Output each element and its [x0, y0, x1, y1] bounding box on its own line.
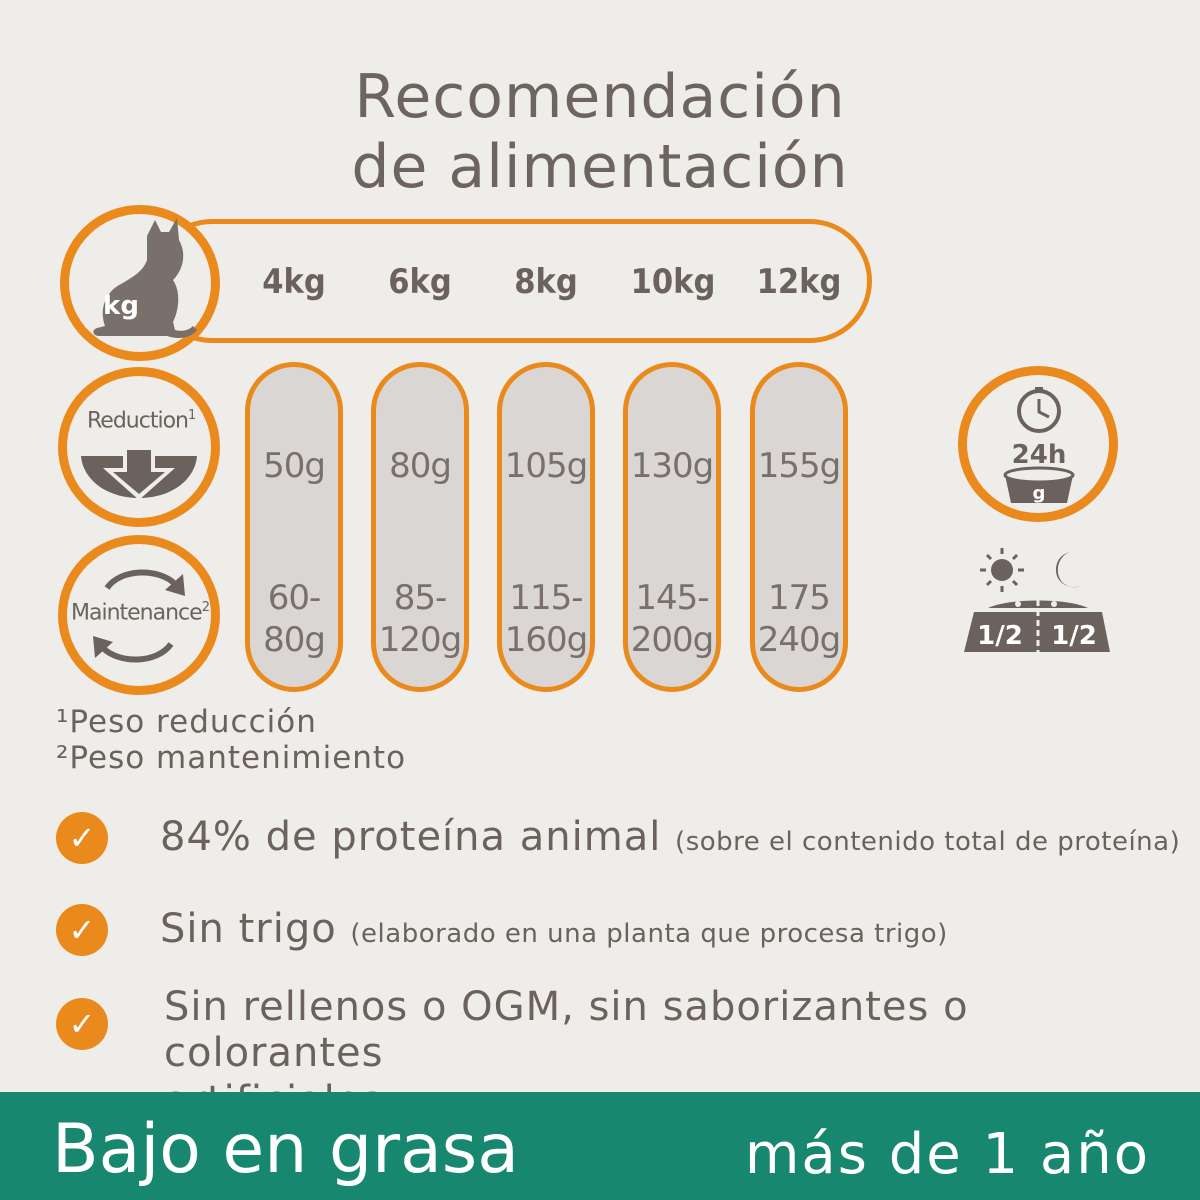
maintenance-value: 115- 160g — [502, 577, 590, 661]
reduction-value: 155g — [757, 446, 841, 486]
column-6kg: 80g 85- 120g — [371, 362, 469, 692]
maintenance-value-line1: 115- — [509, 578, 583, 618]
maintenance-value: 85- 120g — [376, 577, 464, 661]
reduction-sup: 1 — [187, 408, 196, 423]
page-title: Recomendación de alimentación — [0, 62, 1200, 202]
weight-4kg: 4kg — [262, 262, 326, 302]
maintenance-value-line1: 60- — [267, 578, 322, 618]
refresh-icon — [93, 569, 185, 663]
check-icon: ✓ — [56, 998, 108, 1050]
weight-12kg: 12kg — [756, 262, 842, 302]
title-line-1: Recomendación — [354, 62, 846, 132]
feature-main: 84% de proteína animal — [160, 814, 662, 860]
reduction-value: 105g — [504, 446, 588, 486]
bottom-banner — [0, 1092, 1200, 1200]
weight-6kg: 6kg — [388, 262, 452, 302]
bowl-label: g — [1033, 483, 1046, 504]
maintenance-sup: 2 — [201, 600, 210, 615]
column-10kg: 130g 145- 200g — [623, 362, 721, 692]
reduction-label: Reduction — [87, 408, 189, 434]
column-4kg: 50g 60- 80g — [245, 362, 343, 692]
column-8kg: 105g 115- 160g — [497, 362, 595, 692]
weight-10kg: 10kg — [630, 262, 716, 302]
daily-ration-badge: 24h g — [958, 366, 1118, 522]
weight-8kg: 8kg — [514, 262, 578, 302]
maintenance-value: 60- 80g — [250, 577, 338, 661]
kg-label: kg — [103, 291, 139, 321]
feature-sub: (sobre el contenido total de proteína) — [675, 827, 1181, 857]
footnote-maintenance: ²Peso mantenimiento — [56, 740, 407, 776]
banner-low-fat: Bajo en grasa — [52, 1110, 519, 1189]
maintenance-value: 175 240g — [755, 577, 843, 661]
maintenance-value-line1: 145- — [635, 578, 709, 618]
clock-bowl-icon: 24h g — [1003, 387, 1075, 504]
maintenance-value-line2: 240g — [757, 620, 841, 660]
down-arrow-icon — [81, 446, 197, 500]
banner-age: más de 1 año — [744, 1122, 1150, 1187]
check-icon: ✓ — [56, 904, 108, 956]
maintenance-value-line2: 200g — [630, 620, 714, 660]
feature-wheat: Sin trigo (elaborado en una planta que p… — [160, 906, 948, 952]
day-night-portions-icon: 1/2 1/2 — [964, 548, 1110, 652]
maintenance-value-line2: 160g — [504, 620, 588, 660]
column-12kg: 155g 175 240g — [750, 362, 848, 692]
reduction-value: 130g — [630, 446, 714, 486]
feature-main: Sin trigo — [160, 906, 337, 952]
reduction-value: 80g — [389, 446, 452, 486]
cat-icon: kg — [93, 218, 197, 338]
feature-sub: (elaborado en una planta que procesa tri… — [350, 919, 948, 949]
maintenance-value: 145- 200g — [628, 577, 716, 661]
feature-protein: 84% de proteína animal (sobre el conteni… — [160, 814, 1180, 860]
weight-header-pill — [150, 219, 872, 343]
title-line-2: de alimentación — [351, 132, 849, 202]
moon-icon — [1056, 552, 1080, 588]
maintenance-value-line2: 80g — [263, 620, 326, 660]
check-icon: ✓ — [56, 812, 108, 864]
maintenance-value-line1: 175 — [768, 578, 831, 618]
maintenance-value-line1: 85- — [393, 578, 448, 618]
reduction-badge: Reduction1 — [58, 367, 220, 527]
footnote-reduction: ¹Peso reducción — [56, 704, 317, 740]
cat-weight-badge: kg — [60, 205, 220, 361]
half-left-label: 1/2 — [977, 621, 1023, 651]
reduction-value: 50g — [263, 446, 326, 486]
maintenance-value-line2: 120g — [378, 620, 462, 660]
maintenance-label: Maintenance — [71, 600, 203, 626]
feature-main: Sin rellenos o OGM, sin saborizantes o c… — [164, 984, 969, 1076]
sun-icon — [980, 548, 1024, 592]
maintenance-badge: Maintenance2 — [58, 535, 220, 695]
daily-label: 24h — [1012, 440, 1067, 470]
half-right-label: 1/2 — [1051, 621, 1097, 651]
